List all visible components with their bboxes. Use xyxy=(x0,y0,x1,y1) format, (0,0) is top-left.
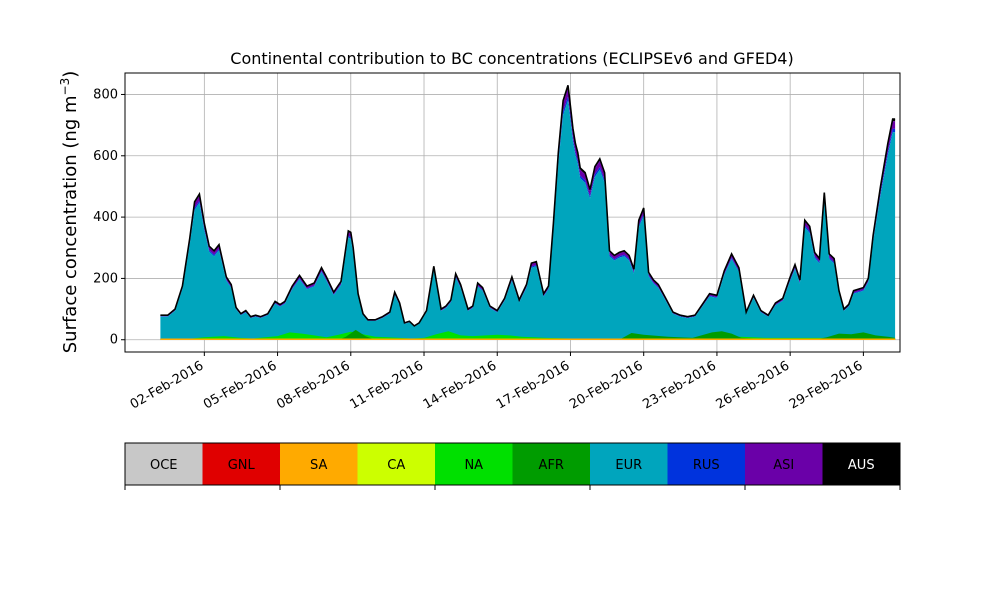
colorbar-swatch-AFR xyxy=(512,443,590,485)
y-axis-label-sup: −3 xyxy=(58,78,72,96)
colorbar-swatch-EUR xyxy=(590,443,668,485)
colorbar-label-RUS: RUS xyxy=(693,458,720,473)
area-EUR xyxy=(160,100,896,340)
colorbar-label-AUS: AUS xyxy=(848,458,875,473)
y-tick-label: 0 xyxy=(110,333,118,348)
x-tick-label: 29-Feb-2016 xyxy=(787,358,866,412)
x-tick-label: 14-Feb-2016 xyxy=(421,358,500,412)
x-axis: 02-Feb-201605-Feb-201608-Feb-201611-Feb-… xyxy=(128,352,866,412)
colorbar-label-CA: CA xyxy=(387,458,405,473)
x-tick-label: 23-Feb-2016 xyxy=(640,358,719,412)
plot-frame xyxy=(124,72,901,353)
x-tick-label: 26-Feb-2016 xyxy=(714,358,793,412)
area-stack xyxy=(160,85,896,341)
colorbar-swatch-CA xyxy=(357,443,435,485)
x-tick-label: 08-Feb-2016 xyxy=(274,358,353,412)
colorbar-swatch-RUS xyxy=(667,443,745,485)
colorbar-label-ASI: ASI xyxy=(773,458,794,473)
total-line xyxy=(160,85,896,327)
x-tick-label: 20-Feb-2016 xyxy=(567,358,646,412)
colorbar-swatch-NA xyxy=(435,443,513,485)
y-axis-label-close: ) xyxy=(60,71,81,78)
area-AFR xyxy=(160,329,896,340)
x-tick-label: 11-Feb-2016 xyxy=(347,358,426,412)
y-tick-label: 200 xyxy=(93,271,118,286)
colorbar-label-OCE: OCE xyxy=(150,458,178,473)
y-tick-label: 400 xyxy=(93,210,118,225)
x-tick-label: 05-Feb-2016 xyxy=(201,358,280,412)
x-tick-label: 02-Feb-2016 xyxy=(128,358,207,412)
colorbar: OCE GNL SA CA NA AFR EUR RUS ASI AUS xyxy=(124,442,901,490)
x-tick-label: 17-Feb-2016 xyxy=(494,358,573,412)
colorbar-swatch-AUS xyxy=(822,443,900,485)
colorbar-swatch-OCE xyxy=(125,443,203,485)
colorbar-label-GNL: GNL xyxy=(228,458,256,473)
colorbar-frame xyxy=(124,442,901,486)
colorbar-label-NA: NA xyxy=(464,458,483,473)
colorbar-label-SA: SA xyxy=(310,458,327,473)
y-axis: 0 200 400 600 800 xyxy=(93,87,125,348)
y-tick-label: 800 xyxy=(93,87,118,102)
y-axis-label-main: Surface concentration (ng m xyxy=(60,95,81,353)
colorbar-swatch-ASI xyxy=(745,443,823,485)
colorbar-label-EUR: EUR xyxy=(615,458,642,473)
colorbar-swatch-SA xyxy=(280,443,358,485)
y-tick-label: 600 xyxy=(93,149,118,164)
y-axis-label: Surface concentration (ng m−3) xyxy=(58,71,81,354)
chart-title: Continental contribution to BC concentra… xyxy=(230,49,793,68)
colorbar-label-AFR: AFR xyxy=(539,458,564,473)
colorbar-swatch-GNL xyxy=(202,443,280,485)
